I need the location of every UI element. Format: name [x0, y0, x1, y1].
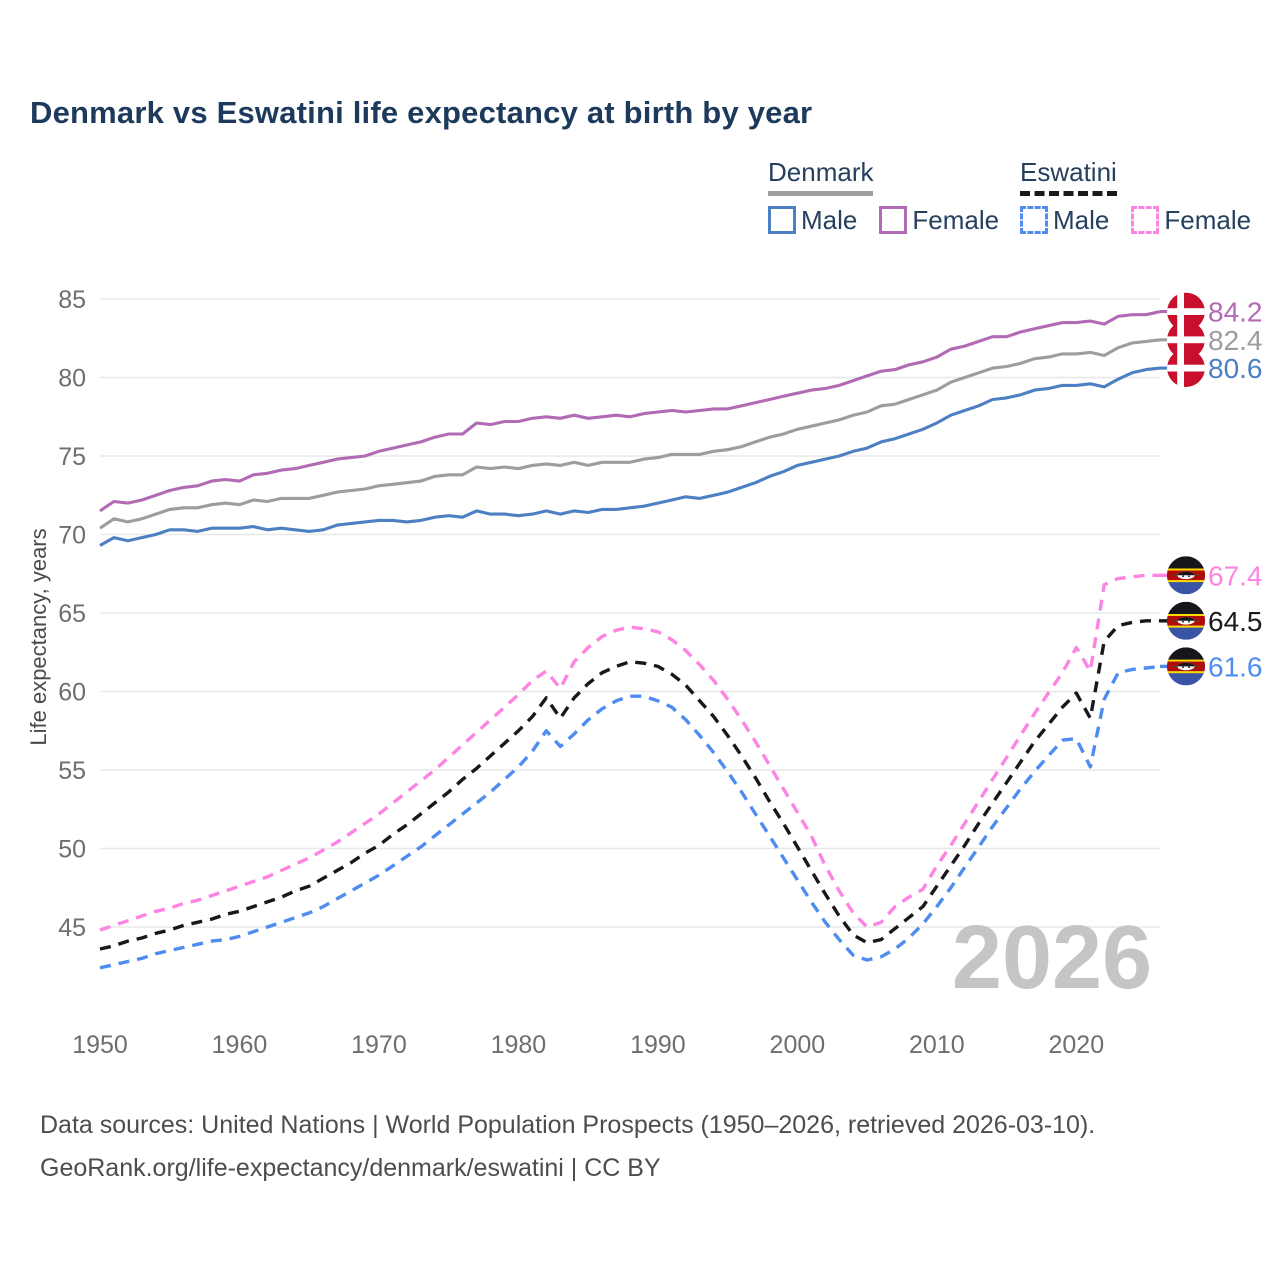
- footer-attribution: GeoRank.org/life-expectancy/denmark/eswa…: [40, 1154, 661, 1182]
- legend-group-denmark: Denmark Male Female: [768, 158, 1021, 236]
- denmark-male-swatch-icon: [768, 206, 796, 235]
- series-line: [99, 619, 1160, 951]
- x-tick-label: 2020: [1049, 1031, 1105, 1059]
- eswatini-male-swatch-icon: [1020, 206, 1048, 235]
- y-tick-label: 55: [58, 757, 86, 785]
- series-line: [99, 338, 1161, 530]
- legend-item-eswatini-female[interactable]: Female: [1131, 205, 1251, 236]
- legend-item-denmark-female[interactable]: Female: [879, 205, 999, 236]
- y-tick-label: 65: [58, 600, 86, 628]
- legend-denmark-title: Denmark: [768, 158, 874, 196]
- x-tick-label: 1990: [630, 1031, 686, 1059]
- watermark-year: 2026: [952, 908, 1152, 1008]
- axis-labels: 45 50 55 60 65 70 75 80 85 1950 1960 1970 1980 1990 20…: [26, 286, 1104, 1059]
- watermark-layer: 2026: [952, 908, 1152, 1008]
- series-end-value: 61.6: [1208, 651, 1263, 682]
- legend-group-eswatini: Eswatini Male Female: [1020, 158, 1273, 236]
- y-tick-label: 85: [58, 286, 86, 314]
- y-tick-label: 50: [58, 836, 86, 864]
- y-tick-label: 80: [58, 365, 86, 393]
- series-line: [99, 664, 1161, 970]
- series-end-value: 84.2: [1208, 297, 1263, 328]
- footer: Data sources: United Nations | World Pop…: [40, 1104, 1240, 1190]
- eswatini-flag-icon: [1167, 556, 1205, 594]
- legend-item-denmark-male[interactable]: Male: [768, 205, 857, 236]
- denmark-flag-icon: [1167, 349, 1205, 387]
- legend-item-eswatini-male[interactable]: Male: [1020, 205, 1109, 236]
- x-tick-label: 1980: [491, 1031, 547, 1059]
- series-end-value: 80.6: [1208, 353, 1263, 384]
- series-line: [99, 310, 1161, 513]
- page-title: Denmark vs Eswatini life expectancy at b…: [30, 95, 813, 130]
- denmark-female-swatch-icon: [879, 206, 908, 235]
- y-tick-label: 70: [58, 522, 86, 550]
- denmark-flag-icon: [1167, 293, 1205, 331]
- y-tick-label: 60: [58, 679, 86, 707]
- legend-eswatini-title: Eswatini: [1020, 158, 1117, 196]
- series-end-value: 67.4: [1208, 560, 1263, 591]
- x-tick-label: 2000: [770, 1031, 826, 1059]
- eswatini-flag-icon: [1167, 602, 1205, 640]
- series-line: [99, 573, 1160, 932]
- footer-datasource: Data sources: United Nations | World Pop…: [40, 1111, 1096, 1139]
- series-line: [99, 366, 1161, 547]
- gridlines: [100, 298, 1160, 928]
- y-tick-label: 75: [58, 443, 86, 471]
- eswatini-female-swatch-icon: [1131, 206, 1160, 235]
- x-tick-label: 1970: [351, 1031, 407, 1059]
- x-tick-label: 1960: [212, 1031, 268, 1059]
- y-axis-title: Life expectancy, years: [26, 528, 51, 745]
- y-tick-label: 45: [58, 914, 86, 942]
- x-tick-label: 1950: [72, 1031, 128, 1059]
- x-tick-label: 2010: [909, 1031, 965, 1059]
- end-labels: 82.484.2 80.6 67.4 64.5 61.6: [1167, 293, 1263, 686]
- series-end-value: 64.5: [1208, 606, 1263, 637]
- legend: Denmark Male Female Eswatini Male Female: [0, 0, 1280, 250]
- eswatini-flag-icon: [1167, 647, 1205, 685]
- series-lines: [99, 310, 1170, 970]
- series-end-value: 82.4: [1208, 325, 1263, 356]
